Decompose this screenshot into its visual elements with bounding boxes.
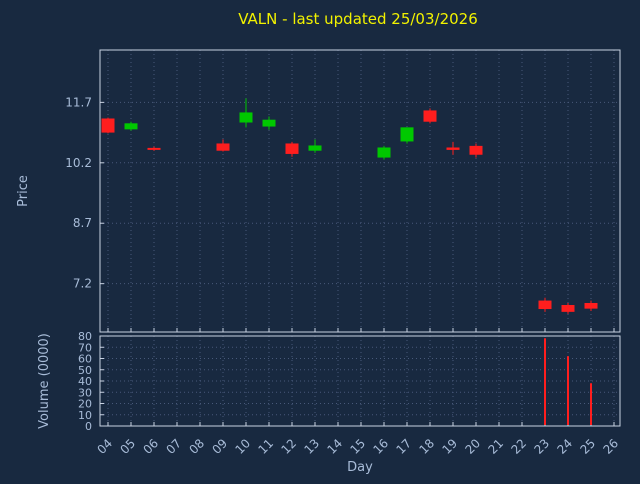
volume-tick-label: 80 xyxy=(78,330,92,343)
x-tick-label: 05 xyxy=(117,436,138,457)
x-tick-label: 25 xyxy=(577,436,598,457)
x-tick-label: 20 xyxy=(462,436,483,457)
volume-tick-label: 40 xyxy=(78,375,92,388)
x-tick-label: 11 xyxy=(255,436,276,457)
candle-body xyxy=(124,123,138,130)
price-tick-label: 8.7 xyxy=(73,216,92,230)
volume-plot-border xyxy=(99,335,621,427)
candle-body xyxy=(216,143,230,151)
price-tick-label: 10.2 xyxy=(65,156,92,170)
x-tick-label: 18 xyxy=(416,436,437,457)
grid-layer xyxy=(99,49,621,427)
candle-body xyxy=(469,145,483,155)
volume-tick-label: 10 xyxy=(78,409,92,422)
volume-tick-label: 50 xyxy=(78,364,92,377)
main-plot-border xyxy=(99,49,621,333)
candle-body xyxy=(147,147,161,150)
price-axis-label: Price xyxy=(16,175,31,207)
candle-body xyxy=(377,147,391,158)
volume-tick-label: 20 xyxy=(78,398,92,411)
x-tick-label: 10 xyxy=(232,436,253,457)
x-tick-label: 09 xyxy=(209,436,230,457)
candle-body xyxy=(239,112,253,123)
x-tick-label: 04 xyxy=(94,436,115,457)
x-tick-label: 26 xyxy=(600,436,621,457)
x-tick-label: 12 xyxy=(278,436,299,457)
volume-tick-label: 0 xyxy=(85,420,92,433)
plot-layer xyxy=(101,98,598,425)
candle-body xyxy=(538,300,552,310)
x-tick-label: 06 xyxy=(140,436,161,457)
x-tick-label: 08 xyxy=(186,436,207,457)
x-tick-label: 15 xyxy=(347,436,368,457)
candle-body xyxy=(308,145,322,151)
x-tick-label: 21 xyxy=(485,436,506,457)
candle-body xyxy=(285,143,299,154)
volume-tick-label: 30 xyxy=(78,386,92,399)
volume-tick-label: 60 xyxy=(78,353,92,366)
x-tick-label: 19 xyxy=(439,436,460,457)
candle-body xyxy=(584,302,598,309)
candle-body xyxy=(423,110,437,122)
x-tick-label: 23 xyxy=(531,436,552,457)
candle-body xyxy=(101,118,115,133)
x-tick-label: 17 xyxy=(393,436,414,457)
x-tick-label: 24 xyxy=(554,436,575,457)
x-tick-label: 07 xyxy=(163,436,184,457)
x-tick-label: 16 xyxy=(370,436,391,457)
volume-axis-label: Volume (0000) xyxy=(37,333,52,429)
price-tick-label: 7.2 xyxy=(73,277,92,291)
candle-body xyxy=(262,119,276,127)
price-tick-label: 11.7 xyxy=(65,95,92,109)
x-tick-label: 13 xyxy=(301,436,322,457)
chart-title: VALN - last updated 25/03/2026 xyxy=(238,10,478,28)
candle-body xyxy=(446,147,460,150)
candle-body xyxy=(400,127,414,142)
x-axis-label: Day xyxy=(347,460,373,475)
candle-body xyxy=(561,305,575,312)
volume-tick-label: 70 xyxy=(78,341,92,354)
x-tick-label: 14 xyxy=(324,436,345,457)
x-tick-label: 22 xyxy=(508,436,529,457)
